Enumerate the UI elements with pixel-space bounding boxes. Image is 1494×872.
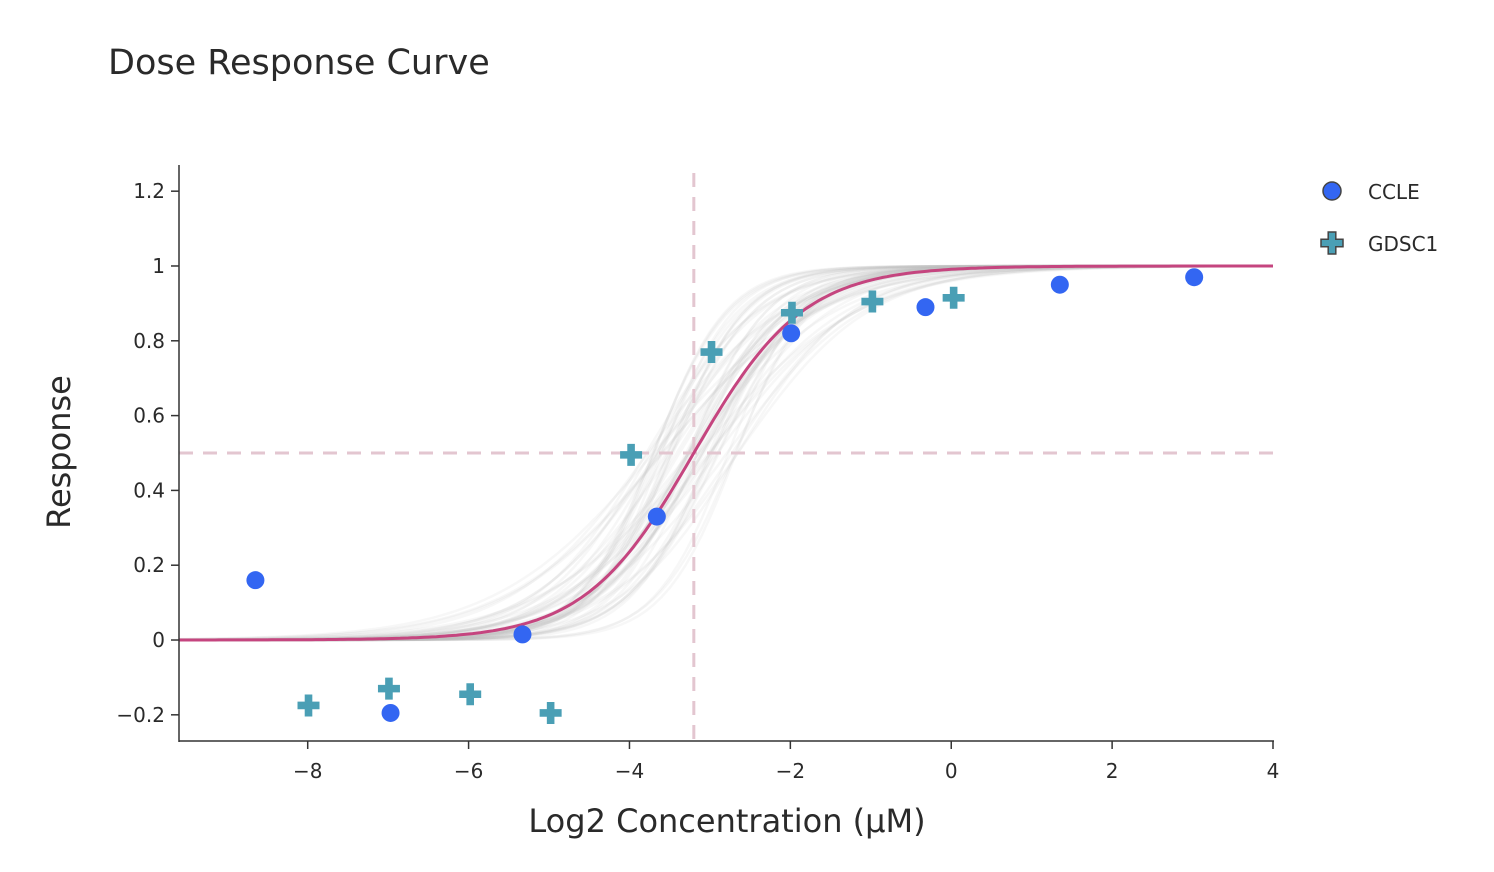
- gdsc1-point: [700, 341, 723, 364]
- fitted-curve-layer: [179, 264, 1273, 642]
- gdsc1-point: [377, 677, 400, 700]
- ccle-point: [782, 324, 801, 343]
- ccle-point: [246, 571, 265, 590]
- x-tick-label: −4: [615, 759, 644, 783]
- bootstrap-curves: [178, 264, 1274, 642]
- legend-label-gdsc1: GDSC1: [1368, 232, 1438, 256]
- x-tick-label: 0: [945, 759, 958, 783]
- gdsc1-point: [942, 286, 965, 309]
- ccle-point: [647, 507, 666, 526]
- x-tick-label: −8: [293, 759, 322, 783]
- y-tick-label: 1.2: [133, 179, 165, 203]
- y-tick-label: 0.8: [133, 329, 165, 353]
- legend: CCLE GDSC1: [1320, 180, 1438, 256]
- gdsc1-point: [459, 683, 482, 706]
- y-tick-label: 0.2: [133, 553, 165, 577]
- axes: −8 −6 −4 −2 0 2 4 −0.2 0 0.2 0.4 0.6 0.8 1 1.2: [116, 165, 1279, 783]
- gdsc1-point: [861, 290, 884, 313]
- fitted-curve: [179, 264, 1273, 642]
- data-points: [246, 268, 1204, 724]
- x-tick-label: −2: [776, 759, 805, 783]
- ccle-point: [1050, 275, 1069, 294]
- chart-title: Dose Response Curve: [108, 43, 490, 83]
- gdsc1-point: [297, 694, 320, 717]
- bootstrap-curve: [179, 264, 1273, 641]
- x-tick-label: −6: [454, 759, 483, 783]
- gdsc1-point: [780, 301, 803, 324]
- ccle-point: [381, 703, 400, 722]
- y-tick-label: 0.6: [133, 404, 165, 428]
- bootstrap-curve: [178, 265, 1273, 641]
- ccle-point: [1185, 268, 1204, 287]
- ccle-point: [916, 298, 935, 317]
- ccle-point: [513, 625, 532, 644]
- gdsc1-point: [620, 443, 643, 466]
- y-axis-title: Response: [40, 375, 78, 529]
- legend-label-ccle: CCLE: [1368, 180, 1420, 204]
- x-tick-label: 2: [1106, 759, 1119, 783]
- gdsc1-point: [539, 701, 562, 724]
- x-axis-title: Log2 Concentration (µM): [528, 802, 925, 840]
- legend-marker-ccle: [1322, 181, 1342, 201]
- y-tick-label: 0: [152, 628, 165, 652]
- legend-marker-gdsc1: [1320, 231, 1344, 255]
- y-tick-label: 0.4: [133, 478, 165, 502]
- y-tick-label: 1: [152, 254, 165, 278]
- y-tick-label: −0.2: [116, 703, 165, 727]
- x-tick-label: 4: [1267, 759, 1280, 783]
